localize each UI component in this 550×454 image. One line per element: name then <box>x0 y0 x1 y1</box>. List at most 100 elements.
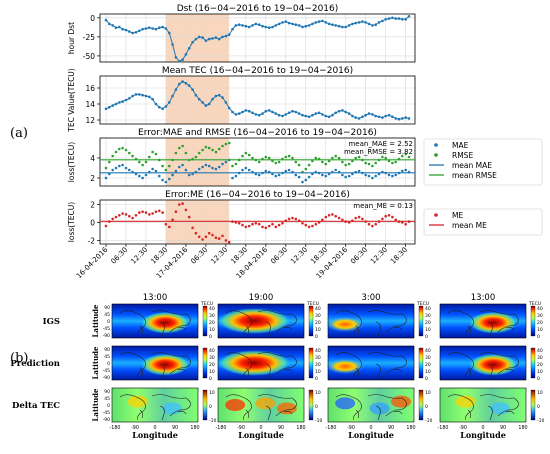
data-point <box>154 102 158 106</box>
data-point <box>291 156 294 160</box>
data-point <box>231 110 234 114</box>
data-point <box>247 153 251 157</box>
data-point <box>168 31 171 35</box>
data-point <box>234 113 238 116</box>
data-point <box>154 27 158 31</box>
data-point <box>148 95 151 99</box>
lat-tick-label: -45 <box>103 326 110 332</box>
data-point <box>204 104 208 107</box>
colorbar-tick-label: 10 <box>425 327 431 333</box>
colorbar-tick-label: 30 <box>209 313 215 319</box>
data-point <box>374 222 378 226</box>
data-point <box>394 17 398 20</box>
data-point <box>364 21 368 24</box>
data-point <box>144 173 148 177</box>
lon-tick-label: 0 <box>153 425 156 431</box>
tec-map-grid: 13:00 19:00 3:00 13:00 IGS Prediction Delta TE… <box>10 293 544 440</box>
data-point <box>364 161 368 165</box>
data-point <box>271 110 274 114</box>
data-point <box>294 110 298 114</box>
data-point <box>314 112 318 115</box>
legend-label: RMSE <box>452 151 473 160</box>
colorbar-tick-label: 10 <box>425 369 431 375</box>
data-point <box>128 151 131 155</box>
data-point <box>364 173 368 177</box>
data-point <box>284 155 288 159</box>
data-point <box>194 231 198 235</box>
y-tick-label: -2 <box>88 236 96 245</box>
data-point <box>404 168 408 172</box>
y-tick-label: 14 <box>85 100 95 109</box>
data-point <box>377 115 381 119</box>
coastline <box>447 352 519 379</box>
legend-label: ME <box>452 211 463 220</box>
delta-anomaly <box>255 397 276 410</box>
data-point <box>168 101 171 104</box>
data-point <box>387 173 391 177</box>
y-tick-label: -25 <box>83 33 95 42</box>
data-point <box>247 168 251 172</box>
map-time-title: 3:00 <box>361 293 380 303</box>
latitude-axis-label: Latitude <box>91 388 100 422</box>
panel-b-label: (b) <box>10 351 28 366</box>
data-point <box>344 163 348 167</box>
data-point <box>271 25 274 29</box>
x-tick-label: 12:30 <box>369 246 389 266</box>
data-point <box>311 113 314 117</box>
data-point <box>297 112 301 115</box>
data-point <box>277 173 281 177</box>
lat-tick-label: 45 <box>104 312 110 318</box>
colorbar-tick-label: 30 <box>425 313 431 319</box>
data-point <box>294 23 298 27</box>
data-point <box>114 215 118 219</box>
delta-anomaly <box>455 395 476 408</box>
map-frame <box>327 387 415 423</box>
map-frame <box>327 345 415 381</box>
data-point <box>407 155 411 159</box>
colorbar-tick-label: 20 <box>209 320 215 326</box>
data-point <box>164 168 168 172</box>
colorbar <box>308 305 314 337</box>
data-point <box>391 161 394 165</box>
equatorial-anomaly <box>469 353 518 376</box>
data-point <box>371 113 374 116</box>
panel-a-label: (a) <box>10 126 28 141</box>
data-point <box>344 175 348 179</box>
colorbar-tick-label: 0 <box>315 334 318 340</box>
data-point <box>184 53 188 56</box>
colorbar-tick-label: 40 <box>315 348 321 354</box>
data-point <box>287 154 291 158</box>
data-point <box>131 216 134 220</box>
map-row-label: Delta TEC <box>12 401 60 411</box>
data-point <box>111 217 114 221</box>
colorbar-tick-label: 10 <box>425 390 431 396</box>
data-point <box>384 18 388 21</box>
colorbar <box>308 389 314 421</box>
data-point <box>224 142 228 146</box>
data-point <box>354 216 358 220</box>
data-point <box>374 114 378 118</box>
data-point <box>321 218 324 222</box>
latitude-axis-label: Latitude <box>91 304 100 338</box>
data-point <box>401 169 404 173</box>
map-row-label: IGS <box>43 317 60 327</box>
data-point <box>254 222 258 225</box>
colorbar-tick-label: 40 <box>425 306 431 312</box>
data-point <box>371 164 374 168</box>
tec-map-cell: 10 0 -10 -180 -90 0 90 180 Longitude <box>216 387 322 440</box>
data-point <box>191 226 194 230</box>
data-point <box>171 94 174 98</box>
data-point <box>344 25 348 29</box>
chart-title: Error:MAE and RMSE (16−04−2016 to 19−04−… <box>138 128 377 138</box>
colorbar-unit: TECU <box>528 301 541 307</box>
legend-label: MAE <box>452 141 469 150</box>
colorbar <box>308 347 314 379</box>
y-tick-label: -50 <box>83 52 95 61</box>
data-point <box>221 144 224 148</box>
y-tick-label: 16 <box>85 84 95 93</box>
x-tick-label: 16-04-2016 <box>75 245 110 280</box>
lat-tick-label: -90 <box>103 417 110 423</box>
data-point <box>247 224 251 228</box>
